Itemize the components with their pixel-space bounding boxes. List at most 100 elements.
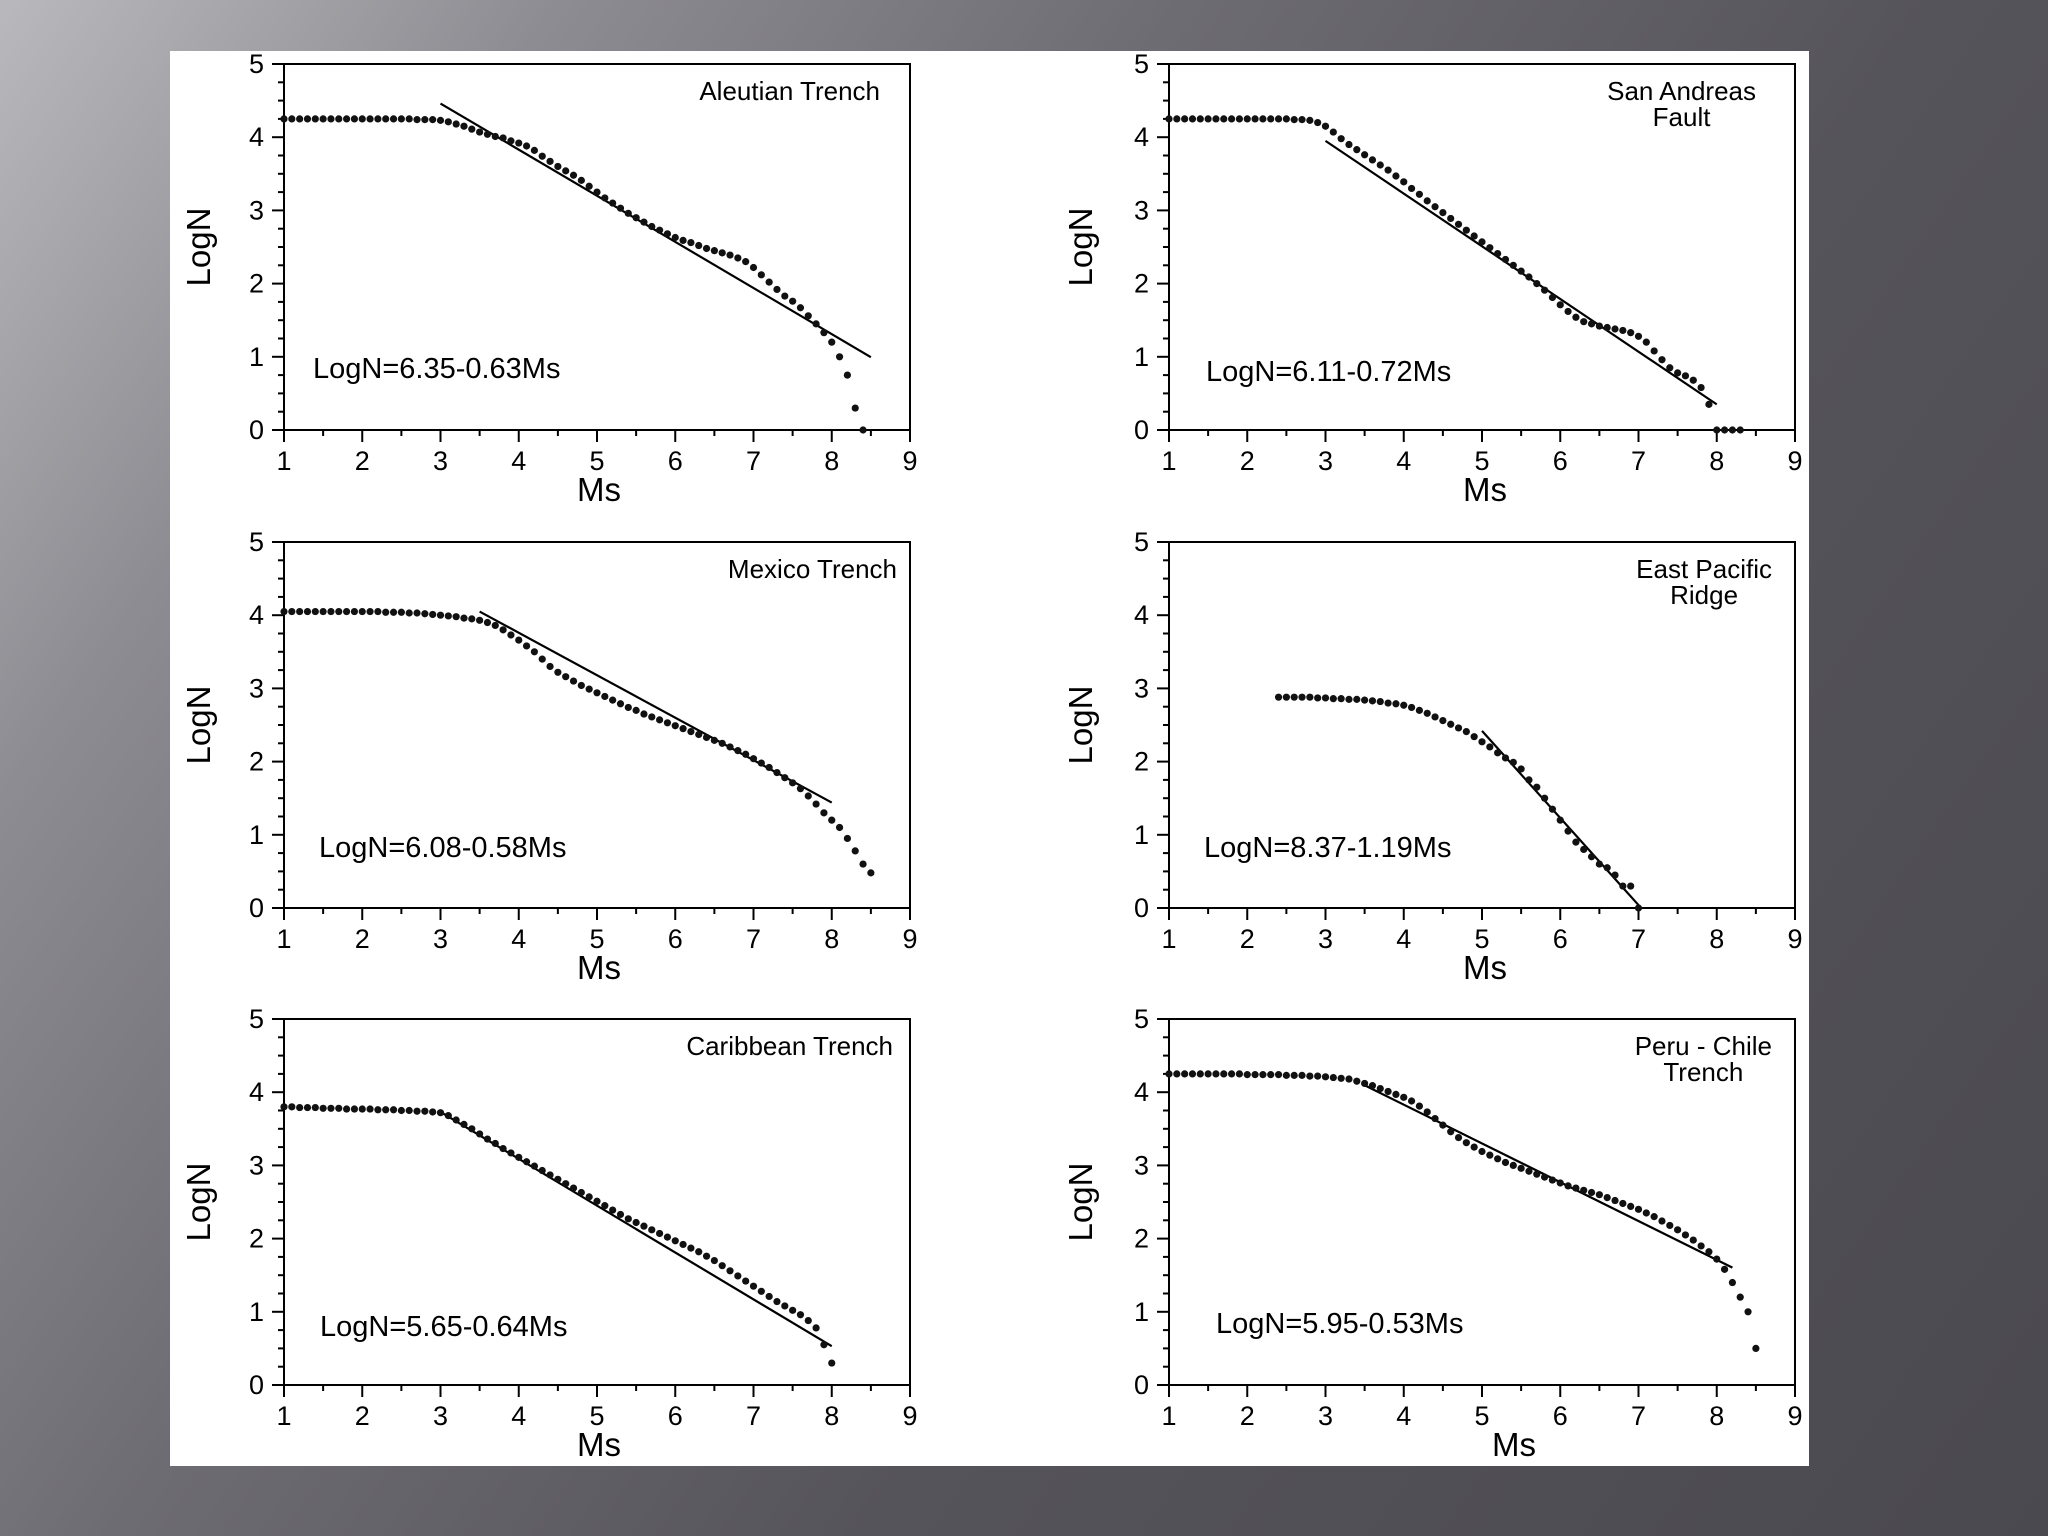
data-point bbox=[1407, 703, 1416, 712]
data-point bbox=[718, 739, 726, 747]
data-point bbox=[1681, 372, 1690, 380]
x-tick-label: 1 bbox=[1161, 1401, 1176, 1431]
y-tick-label: 1 bbox=[249, 820, 264, 850]
data-point bbox=[296, 115, 304, 123]
x-tick-label: 5 bbox=[589, 924, 604, 954]
data-point bbox=[1533, 280, 1541, 288]
data-point bbox=[1533, 1170, 1541, 1178]
data-point bbox=[499, 626, 507, 634]
data-point bbox=[1705, 1248, 1713, 1256]
data-point bbox=[1603, 864, 1611, 872]
data-point bbox=[1431, 1114, 1439, 1123]
data-point bbox=[632, 1218, 640, 1227]
data-point bbox=[1454, 724, 1463, 732]
data-point bbox=[538, 1166, 546, 1175]
data-point bbox=[624, 703, 632, 712]
data-point bbox=[577, 681, 585, 690]
data-point bbox=[1353, 146, 1361, 154]
x-tick-label: 2 bbox=[355, 446, 370, 476]
data-point bbox=[757, 1287, 765, 1295]
data-point bbox=[343, 607, 351, 616]
data-point bbox=[671, 1237, 679, 1245]
data-point bbox=[1627, 329, 1635, 337]
data-point bbox=[1306, 116, 1314, 124]
data-point bbox=[1274, 115, 1283, 123]
x-tick-label: 1 bbox=[276, 924, 291, 954]
data-point bbox=[585, 182, 593, 190]
data-point bbox=[483, 130, 492, 138]
data-point bbox=[303, 1103, 312, 1112]
data-point bbox=[1384, 166, 1392, 174]
y-axis-title: LogN bbox=[1062, 1163, 1099, 1242]
data-point bbox=[1415, 190, 1423, 198]
x-tick-label: 1 bbox=[276, 446, 291, 476]
data-point bbox=[327, 115, 335, 123]
data-point bbox=[280, 1103, 288, 1111]
data-point bbox=[413, 609, 421, 617]
data-point bbox=[554, 162, 562, 171]
data-point bbox=[1204, 1070, 1212, 1078]
data-point bbox=[522, 1158, 531, 1166]
y-tick-label: 5 bbox=[1134, 1004, 1149, 1034]
figure-panel: 1 2 3 4 5 6 7 8 9 0 1 2 3 4 5 Ms LogN Aleutian Trench LogN… bbox=[170, 51, 1809, 1466]
data-point bbox=[1173, 115, 1181, 123]
x-tick-label: 3 bbox=[1318, 924, 1333, 954]
data-point bbox=[1713, 1255, 1721, 1263]
data-point bbox=[288, 115, 296, 123]
y-tick-label: 2 bbox=[249, 269, 264, 299]
data-point bbox=[397, 608, 405, 616]
data-point bbox=[1462, 1139, 1470, 1147]
data-point bbox=[1392, 1090, 1400, 1098]
data-point bbox=[546, 157, 554, 165]
data-point bbox=[1650, 1213, 1658, 1221]
y-tick-label: 3 bbox=[1134, 1150, 1149, 1180]
data-point bbox=[695, 241, 703, 250]
x-tick-label: 8 bbox=[1709, 446, 1724, 476]
data-point bbox=[1642, 338, 1650, 346]
y-tick-label: 4 bbox=[249, 1077, 264, 1107]
data-point bbox=[1548, 293, 1557, 302]
data-point bbox=[765, 278, 773, 286]
data-point bbox=[1611, 871, 1619, 879]
data-point bbox=[679, 1240, 687, 1249]
data-point bbox=[749, 263, 758, 272]
y-tick-label: 1 bbox=[249, 1297, 264, 1327]
x-tick-label: 5 bbox=[1474, 924, 1489, 954]
data-point bbox=[1376, 161, 1384, 169]
data-point bbox=[1736, 426, 1744, 434]
data-point bbox=[374, 115, 382, 123]
data-point bbox=[773, 768, 781, 777]
data-point bbox=[460, 122, 468, 130]
data-point bbox=[828, 816, 836, 824]
x-tick-label: 8 bbox=[824, 924, 839, 954]
data-point bbox=[1290, 693, 1298, 701]
y-tick-label: 4 bbox=[1134, 122, 1149, 152]
data-point bbox=[1595, 322, 1603, 330]
data-point bbox=[1486, 743, 1494, 751]
data-point bbox=[1658, 1217, 1666, 1225]
data-point bbox=[742, 750, 750, 758]
x-tick-label: 8 bbox=[1709, 924, 1724, 954]
data-point bbox=[429, 116, 437, 124]
data-point bbox=[1525, 776, 1533, 784]
data-point bbox=[749, 755, 758, 763]
data-point bbox=[1494, 1155, 1502, 1163]
data-point bbox=[421, 1107, 429, 1115]
data-point bbox=[296, 607, 304, 616]
data-point bbox=[1181, 115, 1189, 123]
y-tick-label: 3 bbox=[1134, 673, 1149, 703]
data-point bbox=[530, 1162, 538, 1170]
data-point bbox=[1580, 1186, 1588, 1194]
y-tick-label: 2 bbox=[1134, 269, 1149, 299]
data-point bbox=[663, 719, 672, 727]
data-point bbox=[1329, 695, 1337, 703]
data-point bbox=[436, 1109, 445, 1117]
data-point bbox=[1259, 1071, 1267, 1079]
data-point bbox=[804, 792, 812, 800]
data-point bbox=[499, 134, 507, 142]
data-point bbox=[843, 371, 852, 379]
data-point bbox=[311, 607, 319, 616]
data-point bbox=[1517, 1164, 1525, 1172]
data-point bbox=[593, 1197, 601, 1205]
